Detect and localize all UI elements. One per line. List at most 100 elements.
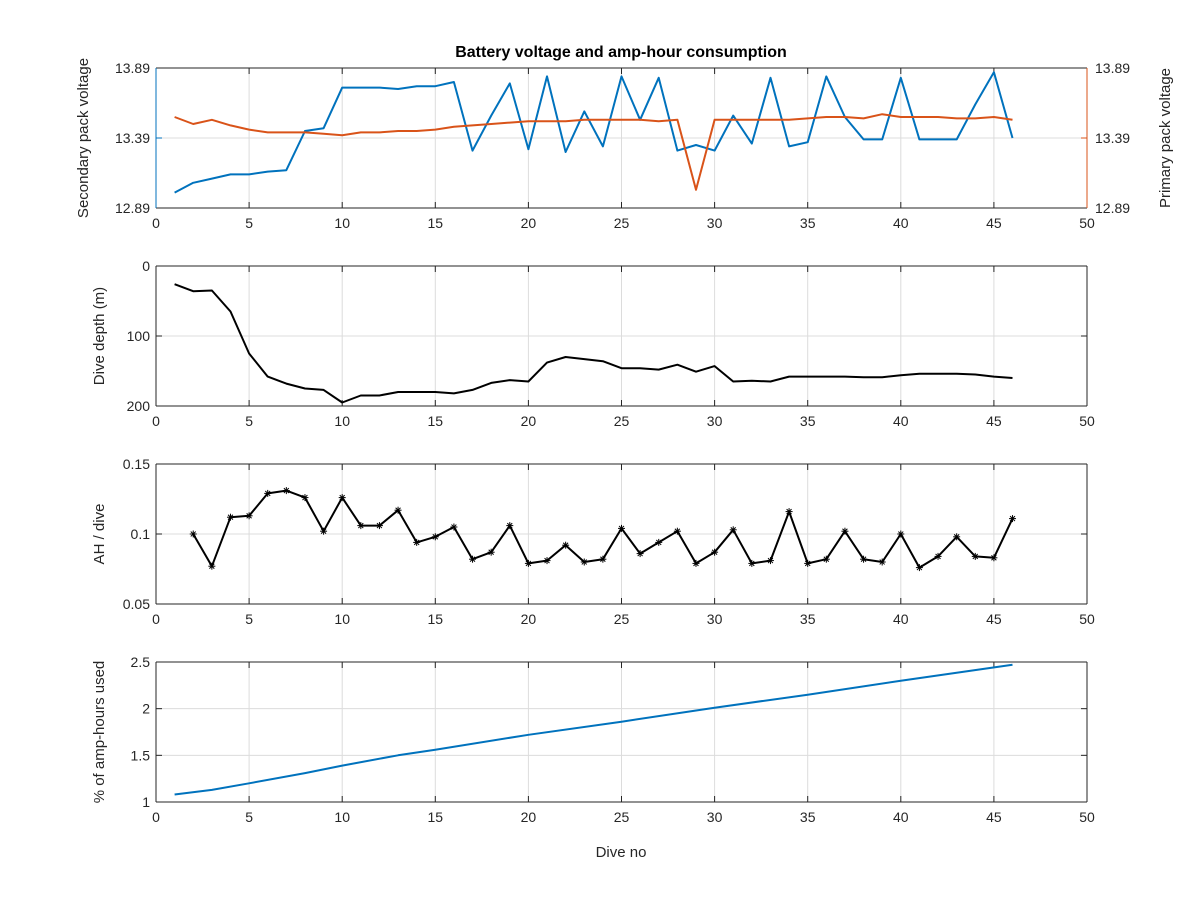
x-tick-label: 30 xyxy=(707,611,723,627)
y-tick-label: 100 xyxy=(127,328,151,344)
subplot-2: 0 5 10 15 20 25 30 35 40 45 50 0 100 200 Dive depth (m… xyxy=(91,258,1095,429)
y-tick-label: 12.89 xyxy=(115,200,150,216)
x-tick-label: 0 xyxy=(152,413,160,429)
marker-stroke xyxy=(600,556,606,563)
marker-stroke xyxy=(395,507,401,514)
data-point xyxy=(375,522,383,530)
data-point xyxy=(729,526,737,534)
marker-stroke xyxy=(264,490,271,497)
subplot-1: 0 5 10 15 20 25 30 35 40 45 5012.8913.3913.8912.89… xyxy=(75,58,1174,231)
y-tick-label: 1 xyxy=(142,794,150,810)
data-point xyxy=(692,559,700,567)
x-tick-label: 20 xyxy=(521,215,537,231)
figure-xlabel: Dive no xyxy=(596,844,647,861)
marker-stroke xyxy=(655,539,662,546)
data-point xyxy=(990,554,998,562)
marker-stroke xyxy=(897,531,904,537)
marker-stroke xyxy=(209,563,215,570)
x-tick-label: 40 xyxy=(893,215,909,231)
x-tick-label: 35 xyxy=(800,611,816,627)
marker-stroke xyxy=(693,560,699,567)
x-tick-label: 20 xyxy=(521,413,537,429)
marker-stroke xyxy=(227,514,234,521)
data-point xyxy=(766,557,774,565)
data-point xyxy=(1009,515,1017,523)
marker-stroke xyxy=(488,549,494,556)
data-point xyxy=(208,562,216,570)
x-tick-label: 5 xyxy=(245,809,253,825)
data-point xyxy=(469,555,477,563)
y-tick-label: 0.15 xyxy=(123,456,150,472)
x-tick-label: 45 xyxy=(986,413,1002,429)
data-point xyxy=(711,548,719,556)
data-point xyxy=(618,524,625,532)
y-tick-label: 13.39 xyxy=(115,130,150,146)
x-tick-label: 30 xyxy=(707,809,723,825)
x-tick-label: 25 xyxy=(614,611,630,627)
x-tick-label: 50 xyxy=(1079,413,1095,429)
marker-stroke xyxy=(190,531,197,537)
y-axis-label: AH / dive xyxy=(91,504,108,565)
data-point xyxy=(320,527,328,535)
x-tick-label: 25 xyxy=(614,413,630,429)
marker-stroke xyxy=(451,524,457,530)
data-point xyxy=(431,533,439,541)
x-tick-label: 40 xyxy=(893,809,909,825)
marker-stroke xyxy=(413,539,420,546)
marker-stroke xyxy=(935,553,941,560)
x-tick-label: 35 xyxy=(800,215,816,231)
x-tick-label: 50 xyxy=(1079,809,1095,825)
data-point xyxy=(301,494,309,502)
marker-stroke xyxy=(916,564,923,571)
subplot-3: 0 5 10 15 20 25 30 35 40 45 50 0.05 0.1 0.15 AH / dive xyxy=(91,456,1095,627)
x-tick-label: 45 xyxy=(986,809,1002,825)
marker-stroke xyxy=(525,560,532,567)
x-tick-label: 20 xyxy=(521,611,537,627)
data-point xyxy=(524,559,532,567)
marker-stroke xyxy=(804,560,811,567)
y-tick-label: 1.5 xyxy=(131,747,151,763)
subplots: 0 5 10 15 20 25 30 35 40 45 5012.8913.3913.8912.89… xyxy=(75,58,1174,825)
series-line-1 xyxy=(174,71,1014,194)
y-tick-label: 200 xyxy=(127,398,151,414)
data-point xyxy=(189,530,197,538)
data-point xyxy=(357,522,365,530)
x-tick-label: 30 xyxy=(707,215,723,231)
subplot-4: 0 5 10 15 20 25 30 35 40 45 50 1 1.5 2 2.5 % of amp-hou… xyxy=(91,654,1095,825)
marker-stroke xyxy=(562,542,569,549)
marker-stroke xyxy=(991,554,997,561)
marker-stroke xyxy=(823,556,830,563)
x-tick-label: 10 xyxy=(334,215,350,231)
marker-stroke xyxy=(320,528,327,535)
y-right-tick-label: 13.39 xyxy=(1095,130,1130,146)
data-point xyxy=(245,512,253,520)
marker-stroke xyxy=(953,533,960,540)
y-tick-label: 2.5 xyxy=(131,654,151,670)
data-point xyxy=(878,558,886,566)
marker-stroke xyxy=(302,494,308,501)
marker-stroke xyxy=(358,522,364,529)
marker-stroke xyxy=(842,528,848,535)
data-point xyxy=(226,513,234,521)
x-tick-label: 45 xyxy=(986,611,1002,627)
figure-title: Battery voltage and amp-hour consumption xyxy=(455,44,787,61)
marker-stroke xyxy=(544,557,550,564)
x-tick-label: 10 xyxy=(334,413,350,429)
series-line-1 xyxy=(174,283,1013,404)
x-tick-label: 15 xyxy=(428,215,444,231)
marker-stroke xyxy=(730,526,737,533)
marker-stroke xyxy=(506,522,513,529)
y-axis-label: Secondary pack voltage xyxy=(75,58,92,218)
data-point xyxy=(413,538,421,546)
x-tick-label: 15 xyxy=(428,809,444,825)
data-point xyxy=(562,541,570,549)
x-tick-label: 20 xyxy=(521,809,537,825)
marker-stroke xyxy=(860,556,867,563)
series-line-1 xyxy=(174,663,1013,796)
data-point xyxy=(915,564,923,572)
data-point xyxy=(748,559,756,567)
data-point xyxy=(785,508,793,516)
y-tick-label: 2 xyxy=(142,701,150,717)
data-point xyxy=(580,558,588,566)
